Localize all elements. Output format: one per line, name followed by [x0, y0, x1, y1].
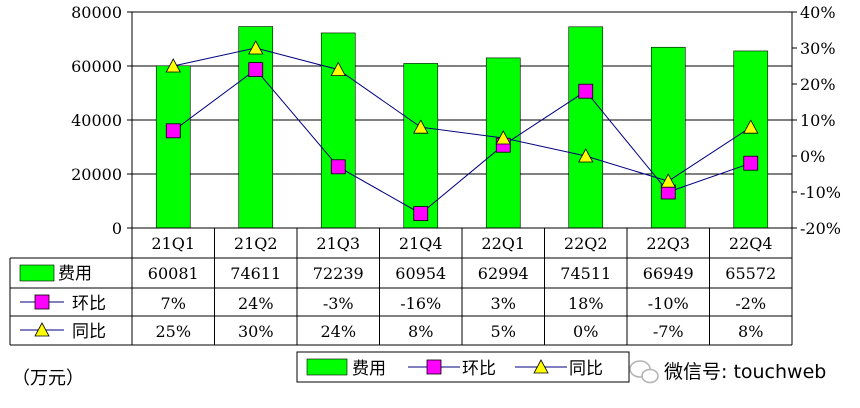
table-cell: 30%: [238, 322, 274, 341]
bar-22Q2: [568, 26, 604, 229]
marker-yoy-22Q1: [495, 130, 511, 145]
line-mom: [172, 68, 751, 215]
table-cell: -7%: [653, 322, 684, 341]
table-cell: -2%: [735, 294, 766, 313]
watermark-text: 微信号: touchweb: [664, 361, 826, 383]
table-cell: -10%: [648, 294, 689, 313]
legend-box: [296, 351, 630, 383]
y-right-tick-label: 40%: [800, 3, 836, 22]
marker-mom-21Q4: [413, 206, 429, 222]
table-cell: 25%: [155, 322, 191, 341]
x-tick-label: 22Q4: [729, 234, 773, 253]
marker-mom-22Q4: [743, 155, 759, 171]
table-cell: 24%: [238, 294, 274, 313]
bar-21Q2: [238, 26, 274, 229]
marker-mom-21Q2: [248, 62, 264, 77]
y-right-tick-label: 20%: [800, 75, 836, 94]
table-cell: 8%: [408, 322, 433, 341]
table-cell: 66949: [643, 264, 694, 283]
y-right-tick-label: -20%: [800, 219, 841, 238]
x-tick-label: 22Q3: [646, 234, 690, 253]
marker-yoy-21Q3: [330, 61, 346, 76]
marker-yoy-21Q2: [248, 40, 264, 55]
x-tick-label: 22Q1: [481, 234, 525, 253]
y-right-tick-label: 0%: [800, 147, 825, 166]
table-cell: 74611: [230, 264, 281, 283]
table-cell: 8%: [738, 322, 763, 341]
bar-21Q4: [403, 63, 439, 229]
table-cell: 60954: [395, 264, 446, 283]
table-cell: 0%: [573, 322, 598, 341]
y-right-tick-label: 30%: [800, 39, 836, 58]
marker-yoy-21Q1: [165, 58, 181, 73]
legend-label: 费用: [352, 359, 386, 379]
bar-22Q4: [733, 50, 769, 229]
marker-yoy-22Q2: [578, 148, 594, 163]
table-cell: 7%: [161, 294, 186, 313]
y-left-tick-label: 20000: [71, 165, 122, 184]
y-left-tick-label: 80000: [71, 3, 122, 22]
marker-yoy-22Q3: [660, 173, 676, 188]
table-cell: -16%: [400, 294, 441, 313]
legend-key-yoy: [533, 359, 549, 374]
legend-label: 同比: [569, 359, 603, 379]
marker-yoy-21Q4: [413, 119, 429, 134]
table-row-header: 环比: [72, 294, 106, 314]
table-cell: 62994: [478, 264, 529, 283]
x-tick-label: 21Q1: [151, 234, 195, 253]
marker-mom-21Q3: [330, 159, 346, 175]
marker-mom-21Q1: [165, 123, 181, 139]
table-key-bar: [19, 264, 55, 282]
marker-yoy-22Q4: [743, 119, 759, 134]
x-tick-label: 21Q2: [234, 234, 278, 253]
table-cell: 18%: [568, 294, 604, 313]
table-key-mom: [34, 294, 50, 310]
legend-key-bar: [306, 358, 348, 376]
y-left-tick-label: 0: [112, 219, 122, 238]
table-cell: 5%: [491, 322, 516, 341]
table-cell: 74511: [560, 264, 611, 283]
legend-key-mom: [426, 359, 442, 375]
y-left-tick-label: 40000: [71, 111, 122, 130]
x-tick-label: 21Q3: [316, 234, 360, 253]
table-cell: 3%: [491, 294, 516, 313]
y-right-tick-label: -10%: [800, 183, 841, 202]
table-cell: 60081: [148, 264, 199, 283]
line-yoy: [173, 47, 752, 182]
table-cell: 24%: [320, 322, 356, 341]
bar-22Q3: [650, 46, 686, 229]
unit-label: （万元）: [12, 368, 84, 389]
table-key-yoy: [34, 322, 50, 337]
table-cell: 65572: [725, 264, 776, 283]
x-tick-label: 21Q4: [399, 234, 443, 253]
y-right-tick-label: 10%: [800, 111, 836, 130]
table-row-header: 费用: [58, 264, 92, 284]
wechat-icon: [629, 360, 659, 384]
marker-mom-22Q2: [578, 83, 594, 99]
y-left-tick-label: 60000: [71, 57, 122, 76]
legend-label: 环比: [462, 359, 496, 379]
x-tick-label: 22Q2: [564, 234, 608, 253]
table-cell: -3%: [323, 294, 354, 313]
table-row-header: 同比: [72, 322, 106, 342]
table-cell: 72239: [313, 264, 364, 283]
bar-21Q1: [155, 65, 191, 229]
